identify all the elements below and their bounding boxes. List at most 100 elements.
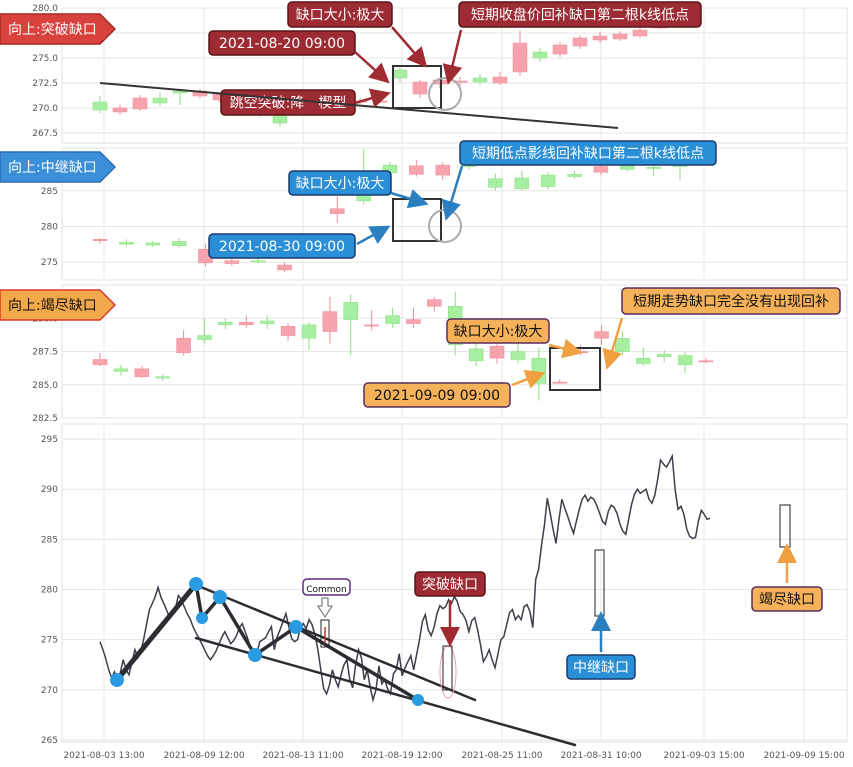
candle-body [592, 35, 608, 41]
runaway-date-box [208, 233, 356, 259]
exhaustion-tag-shape [0, 289, 117, 321]
candle-body [468, 348, 484, 362]
exhaustion-date-arrow [511, 369, 546, 389]
overview-ytick-label: 265 [41, 736, 58, 746]
candle-body [239, 321, 254, 326]
candle-body [412, 81, 428, 95]
overview-xtick-label: 2021-08-09 12:00 [163, 751, 244, 761]
breakaway-trend-line [99, 82, 619, 129]
candle-body [155, 376, 170, 379]
breakaway-ytick-label: 267.5 [32, 129, 58, 139]
wedge-line-7 [294, 625, 420, 702]
candle-body [489, 345, 505, 359]
candle-body [567, 174, 582, 177]
breakaway-ytick-label: 275.0 [32, 54, 58, 64]
candle-body [364, 324, 379, 327]
overview-ytick-label: 285 [41, 535, 58, 545]
exhaustion-note-arrow [602, 317, 624, 370]
exhaustion-tag-label: 向上:竭尽缺口 [8, 298, 97, 314]
breakaway-pattern-label: 跳空突破:降 楔型 [230, 96, 347, 112]
pivot-point-0 [110, 673, 124, 687]
candle-body [656, 353, 672, 358]
wedge-line-2 [114, 581, 199, 683]
breakaway-note-label: 短期收盘价回补缺口第二根k线低点 [471, 7, 689, 24]
overview-xtick-label: 2021-08-03 13:00 [63, 751, 144, 761]
candle-body [385, 315, 400, 324]
candle-body [113, 368, 129, 372]
exhaustion-gapsize-label: 缺口大小:极大 [454, 324, 543, 340]
runaway-tag-label: 向上:中继缺口 [8, 160, 97, 176]
candle-body [92, 239, 108, 242]
candle-body [488, 178, 503, 188]
candle-body [218, 321, 233, 326]
runaway-ytick-label: 285 [41, 187, 58, 197]
breakaway-ytick-label: 272.5 [32, 79, 58, 89]
candle-body [510, 351, 526, 360]
breakaway-pattern-arrow [354, 88, 391, 108]
runaway-note-box [459, 140, 717, 166]
candle-body [552, 381, 567, 384]
candle-body [427, 299, 442, 307]
breakaway-date-label: 2021-08-20 09:00 [219, 36, 345, 52]
candle-body [134, 368, 150, 378]
candle-body [277, 264, 292, 271]
runaway-overview-box [566, 654, 636, 680]
overview-ytick-label: 295 [41, 435, 58, 445]
exhaustion-note-label: 短期走势缺口完全没有出现回补 [633, 293, 829, 310]
wedge-line-1 [194, 583, 477, 702]
candle-body [176, 337, 191, 354]
candle-body [330, 208, 345, 214]
breakaway-tag-shape [0, 13, 117, 45]
exhaustion-date-label: 2021-09-09 09:00 [374, 388, 500, 404]
overview-xtick-label: 2021-08-25 11:00 [461, 751, 542, 761]
candle-body [171, 241, 187, 247]
pivot-point-5 [289, 620, 303, 634]
candle-body [512, 42, 528, 73]
candle-body [612, 33, 628, 40]
candle-body [250, 260, 266, 263]
common-gap-arrow [317, 597, 333, 618]
breakaway-gapsize-box [287, 1, 393, 28]
candle-body [152, 97, 168, 104]
candle-body [435, 164, 450, 176]
candle-body [615, 337, 630, 352]
candle-body [119, 241, 134, 245]
runaway-gapsize-label: 缺口大小:极大 [296, 176, 385, 192]
candle-body [646, 167, 661, 169]
exhaustion-ytick-label: 282.5 [32, 414, 58, 424]
overview-ytick-label: 270 [41, 686, 58, 696]
candle-body [409, 165, 424, 175]
candle-body [572, 37, 588, 47]
common-gap-box [302, 578, 351, 596]
exhaustion-gapsize-arrow [548, 338, 583, 359]
candle-body [92, 101, 108, 111]
candle-body [322, 311, 338, 332]
pivot-point-2 [196, 612, 208, 624]
pivot-point-4 [248, 648, 262, 662]
overview-ytick-label: 290 [41, 485, 58, 495]
overview-xtick-label: 2021-09-09 15:00 [763, 751, 844, 761]
runaway-note-arrow [441, 165, 464, 221]
exhaustion-overview-box [751, 586, 823, 612]
runaway-gapsize-box [288, 170, 392, 196]
candle-body [620, 165, 635, 170]
candle-body [406, 319, 421, 324]
candle-body [632, 29, 648, 37]
exhaustion-gapsize-box [446, 318, 550, 344]
overview-xtick-label: 2021-08-19 12:00 [361, 751, 442, 761]
candle-body [532, 51, 548, 59]
exhaustion-ytick-label: 285.0 [32, 381, 58, 391]
pivot-point-3 [213, 590, 227, 604]
candle-body [677, 355, 693, 366]
candle-body [514, 177, 530, 189]
breakaway-gapsize-label: 缺口大小:极大 [296, 8, 385, 24]
exhaustion-overview-label: 竭尽缺口 [759, 592, 815, 608]
candle-body [540, 174, 556, 187]
runaway-ytick-label: 280 [41, 222, 58, 232]
runaway-note-label: 短期低点影线回补缺口第二根k线低点 [472, 145, 704, 162]
candle-body [132, 97, 148, 110]
runaway-tag-shape [0, 151, 117, 183]
breakaway-note-box [458, 1, 702, 28]
candle-body [301, 324, 317, 339]
candle-body [593, 166, 609, 173]
